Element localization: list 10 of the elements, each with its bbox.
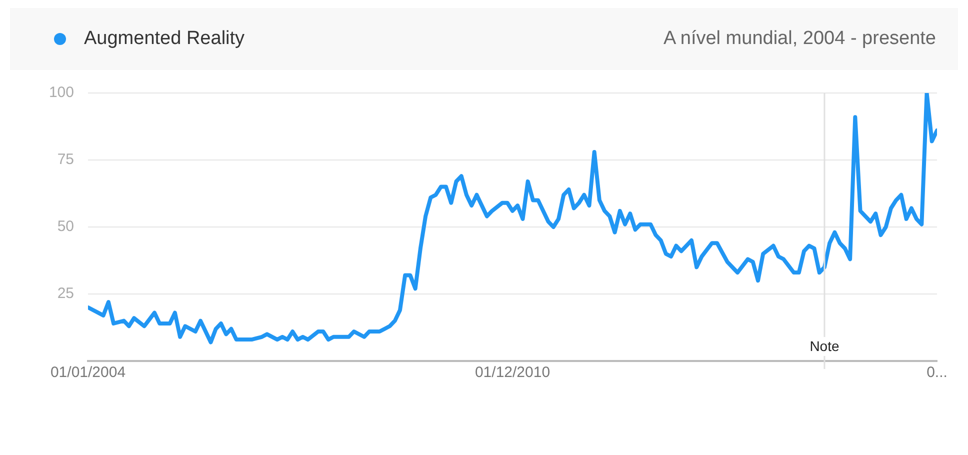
y-tick-label: 50 [57,218,74,236]
x-tick-label: 01/01/2004 [50,364,126,382]
y-tick-label: 25 [57,285,74,302]
y-tick-label: 100 [48,84,74,102]
x-tick-label: 01/12/2010 [474,364,550,382]
x-tick-label: 0... [926,364,948,382]
chart-subtitle: A nível mundial, 2004 - presente [663,28,936,50]
ref-line-label: Note [810,338,840,354]
y-tick-label: 75 [57,151,74,168]
legend-label: Augmented Reality [84,28,245,50]
